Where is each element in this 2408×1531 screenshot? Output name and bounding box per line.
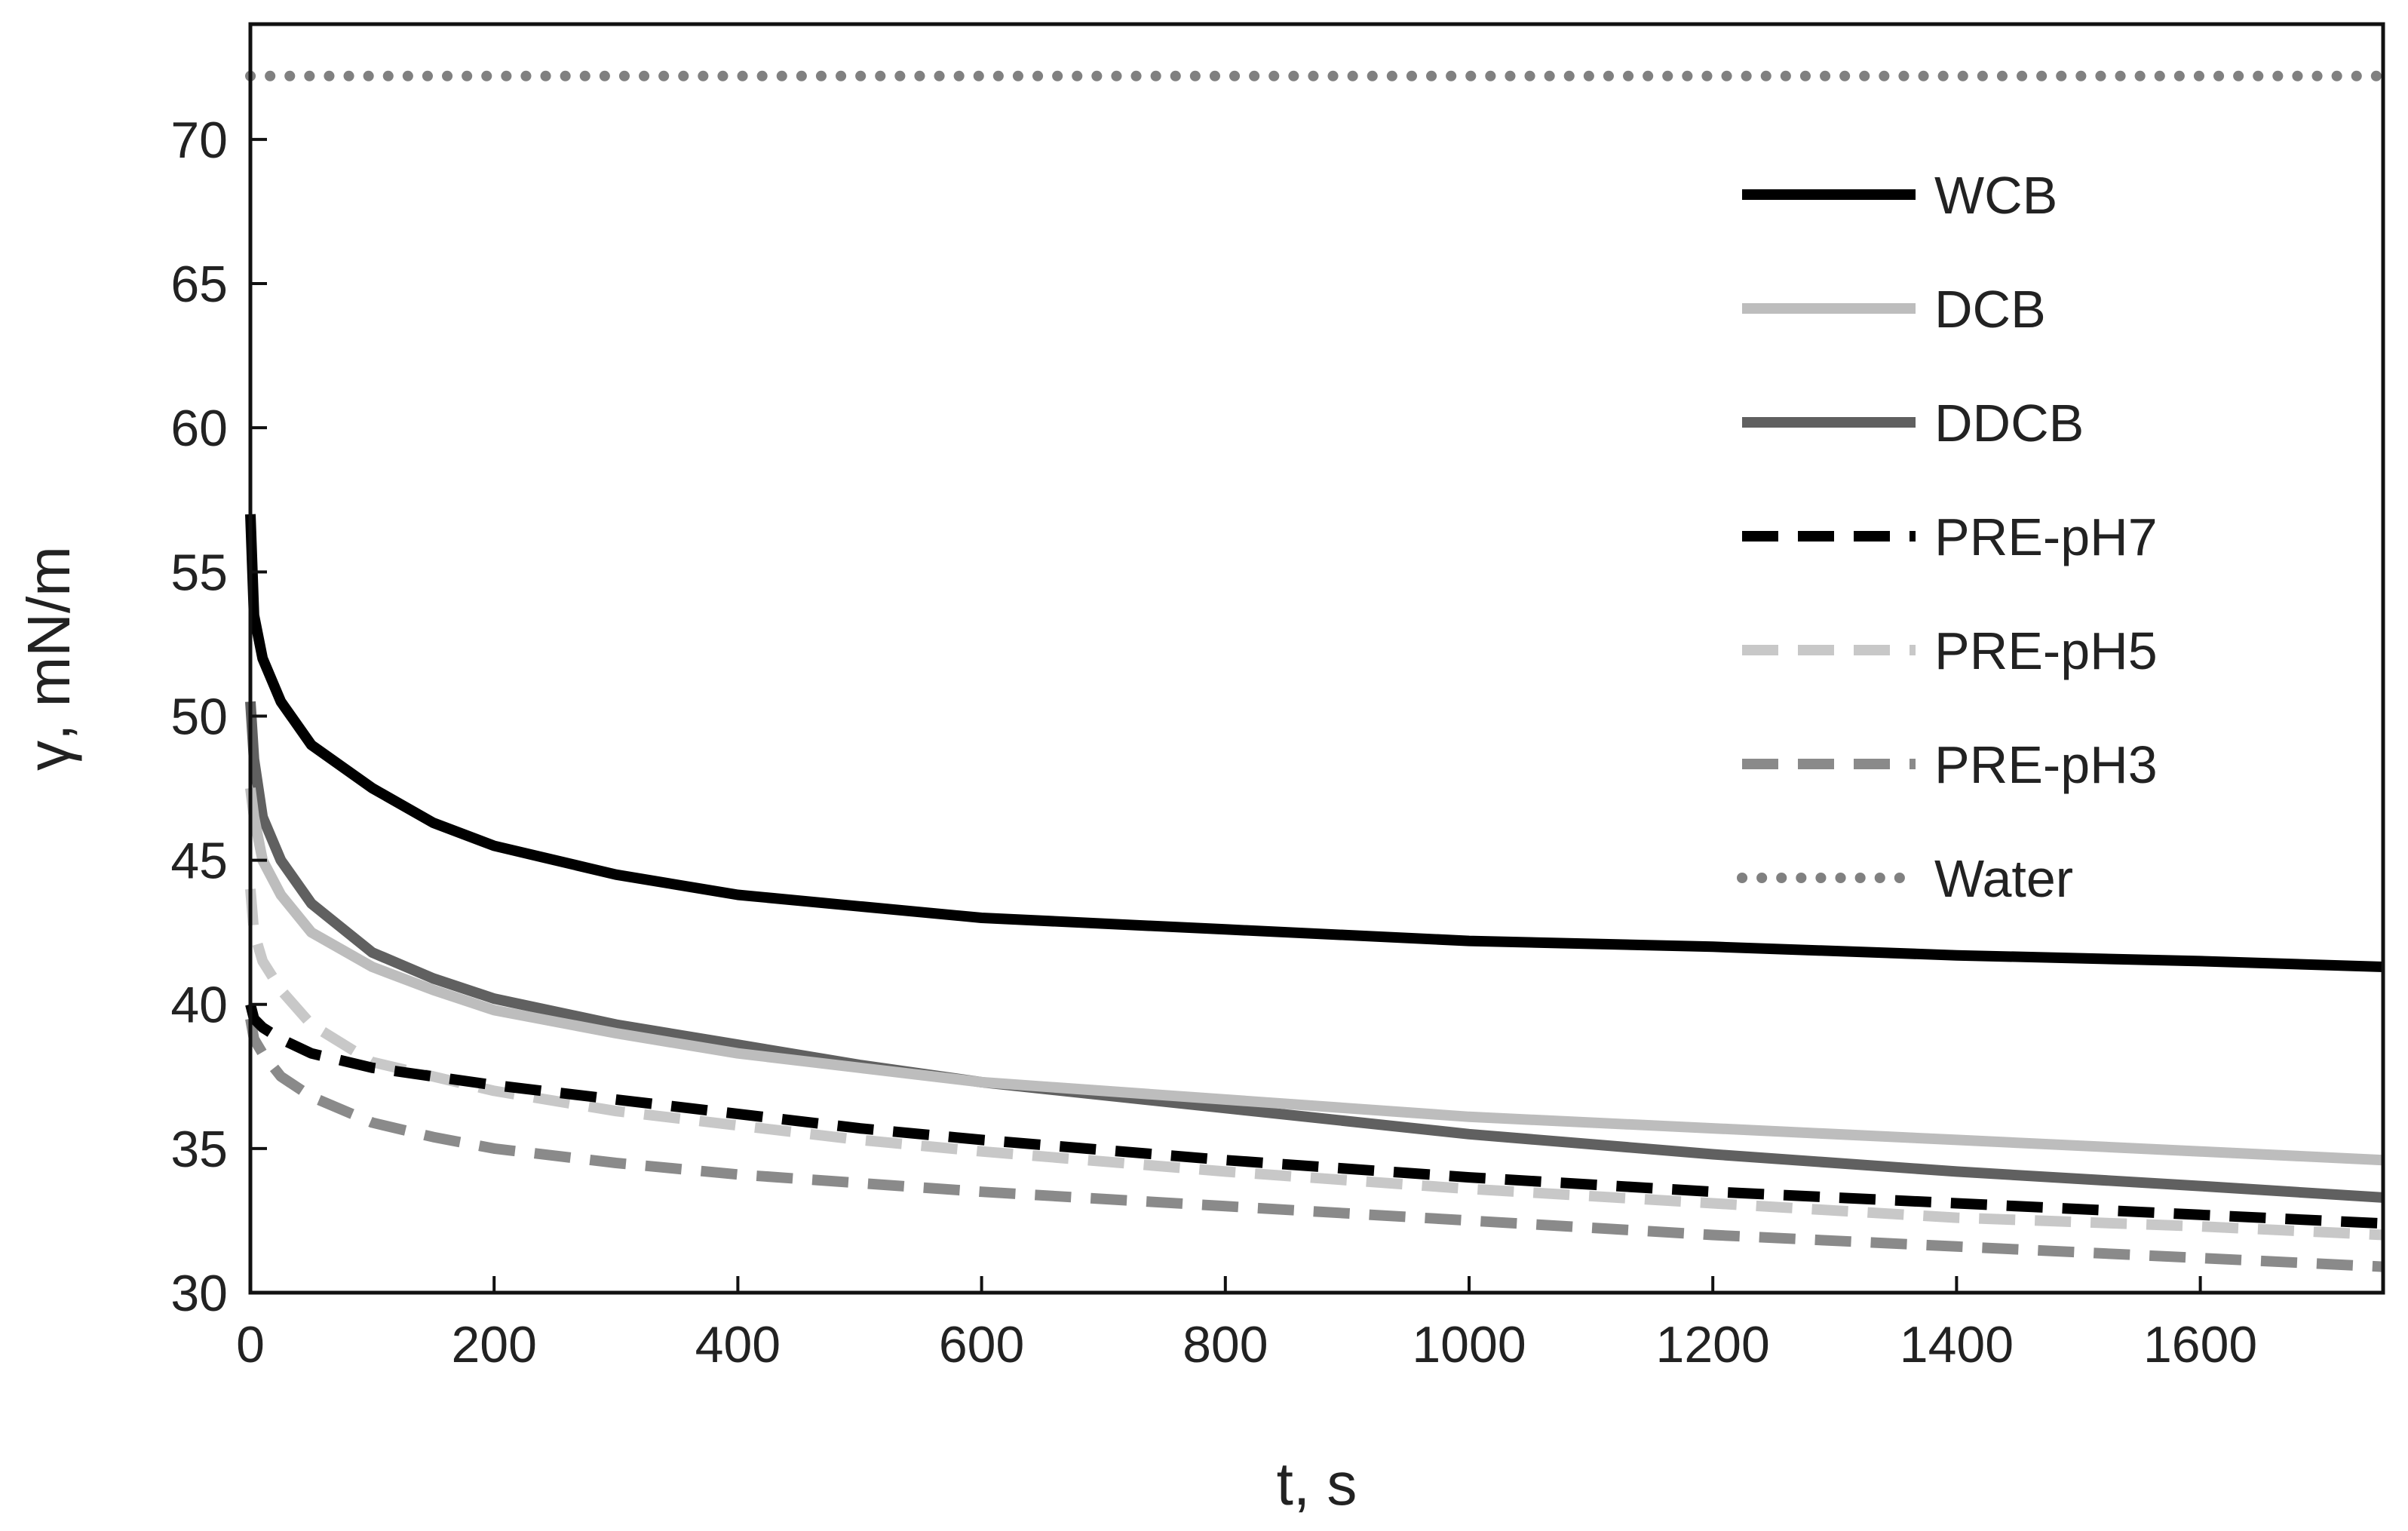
legend-label-dcb: DCB (1934, 280, 2046, 339)
x-tick-label: 800 (1183, 1316, 1268, 1373)
legend-label-pre-ph7: PRE-pH7 (1934, 508, 2158, 566)
x-axis-title: t, s (1277, 1450, 1357, 1517)
y-tick-label: 40 (170, 977, 228, 1034)
y-tick-label: 50 (170, 688, 228, 745)
y-axis-ticks: 30 35 40 45 50 55 60 65 70 (170, 112, 267, 1322)
x-tick-label: 400 (695, 1316, 781, 1373)
series-line-pre-ph7 (245, 1002, 2384, 1229)
legend-label-wcb: WCB (1934, 166, 2057, 225)
x-tick-label: 1400 (1900, 1316, 2014, 1373)
x-tick-label: 1200 (1656, 1316, 1770, 1373)
x-tick-label: 200 (451, 1316, 536, 1373)
series-line-pre-ph3 (245, 1017, 2384, 1272)
y-tick-label: 30 (170, 1265, 228, 1322)
y-tick-label: 45 (170, 833, 228, 890)
y-tick-label: 35 (170, 1121, 228, 1178)
x-tick-label: 600 (939, 1316, 1024, 1373)
x-tick-label: 1000 (1412, 1316, 1526, 1373)
legend-label-water: Water (1934, 849, 2073, 908)
legend-label-ddcb: DDCB (1934, 394, 2084, 453)
y-tick-label: 70 (170, 112, 228, 169)
series-line-dcb (245, 787, 2384, 1166)
series-line-wcb (245, 514, 2384, 972)
series-line-ddcb (245, 701, 2384, 1203)
legend-label-pre-ph5: PRE-pH5 (1934, 621, 2158, 680)
x-tick-label: 1600 (2143, 1316, 2257, 1373)
x-tick-label: 0 (236, 1316, 265, 1373)
y-axis-title: γ, mN/m (15, 546, 82, 771)
plot-frame (248, 22, 2385, 1295)
legend-label-pre-ph3: PRE-pH3 (1934, 735, 2158, 794)
y-tick-label: 60 (170, 400, 228, 457)
y-tick-label: 65 (170, 256, 228, 313)
series-line-pre-ph5 (245, 888, 2384, 1241)
y-tick-label: 55 (170, 544, 228, 601)
x-axis-ticks: 0 200 400 600 800 1000 1200 1400 1600 (236, 1276, 2257, 1373)
legend: WCB DCB DDCB PRE-pH7 PRE-pH5 PRE-pH3 Water (1737, 166, 2158, 908)
plot-content (245, 70, 2388, 1272)
